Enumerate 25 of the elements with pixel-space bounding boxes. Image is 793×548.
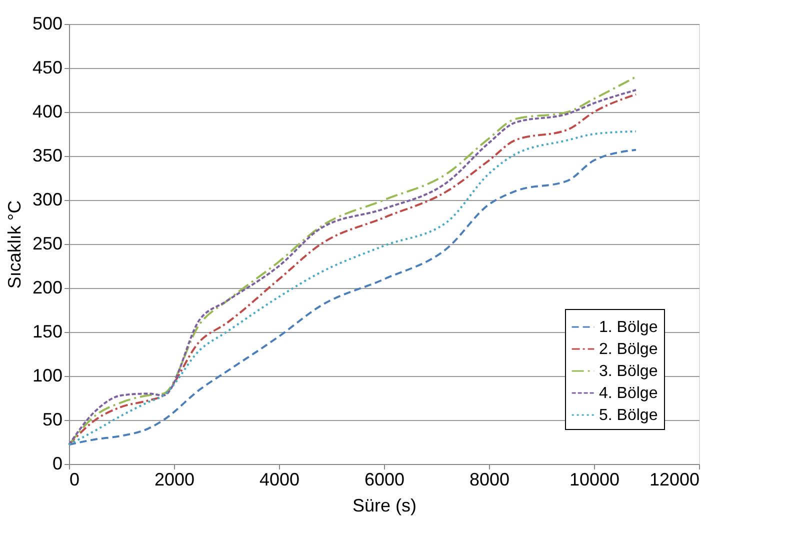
x-tick-label: 8000 [469, 470, 510, 490]
legend-label: 4. Bölge [599, 385, 658, 402]
y-tick-label: 500 [32, 14, 62, 34]
x-tick-label: 10000 [569, 470, 620, 490]
y-tick-label: 450 [32, 58, 62, 78]
legend-label: 2. Bölge [599, 341, 658, 358]
legend-label: 5. Bölge [599, 407, 658, 424]
x-axis-title: Süre (s) [352, 496, 417, 516]
x-tick-label: 0 [70, 470, 80, 490]
y-tick-label: 350 [32, 146, 62, 166]
y-tick-label: 0 [52, 454, 62, 474]
y-tick-label: 150 [32, 322, 62, 342]
y-tick-label: 250 [32, 234, 62, 254]
y-tick-label: 100 [32, 366, 62, 386]
legend-label: 1. Bölge [599, 319, 658, 336]
y-tick-label: 300 [32, 190, 62, 210]
legend-label: 3. Bölge [599, 363, 658, 380]
x-tick-label: 2000 [154, 470, 195, 490]
y-axis-title: Sıcaklık °C [4, 200, 24, 289]
x-tick-label: 12000 [649, 470, 700, 490]
y-tick-label: 200 [32, 278, 62, 298]
x-tick-label: 4000 [259, 470, 300, 490]
y-tick-label: 50 [42, 410, 62, 430]
x-tick-label: 6000 [364, 470, 405, 490]
y-tick-label: 400 [32, 102, 62, 122]
